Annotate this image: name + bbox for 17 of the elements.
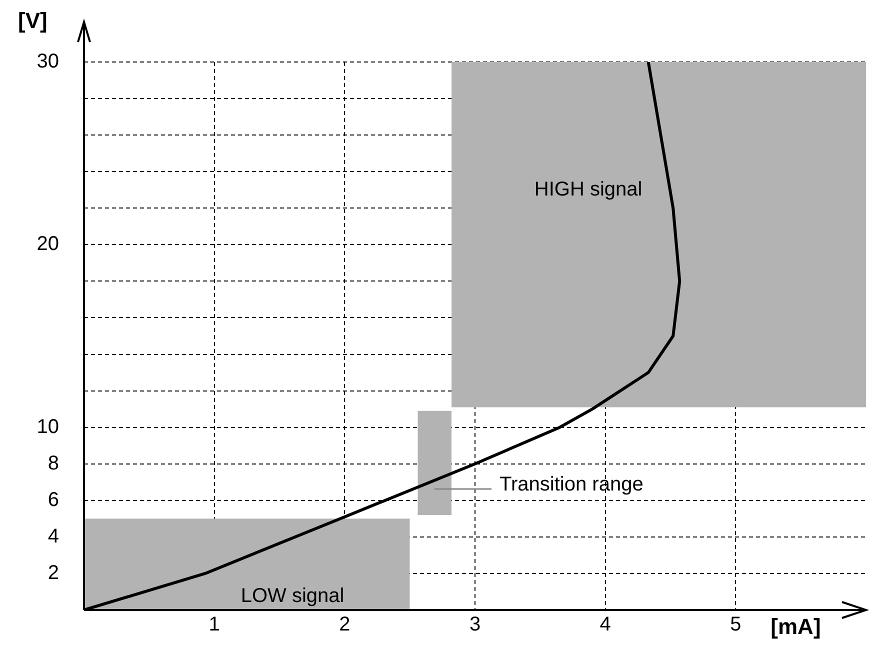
y-tick-label: 6 <box>48 488 59 511</box>
y-tick-label: 4 <box>48 525 59 548</box>
annotation: HIGH signal <box>534 178 642 200</box>
y-tick-label: 30 <box>36 50 59 73</box>
x-tick-label: 4 <box>600 614 611 636</box>
annotation: Transition range <box>500 474 644 496</box>
x-tick-label: 2 <box>339 614 350 636</box>
y-tick-label: 20 <box>36 233 59 256</box>
y-tick-label: 8 <box>48 452 59 474</box>
annotation: LOW signal <box>240 584 344 607</box>
y-axis-title: [V] <box>18 8 48 34</box>
x-tick-label: 1 <box>208 614 220 636</box>
y-tick-label: 10 <box>36 416 59 438</box>
x-axis-title: [mA] <box>770 614 821 640</box>
y-tick-label: 2 <box>48 562 59 584</box>
x-tick-label: 5 <box>730 614 742 636</box>
x-tick-label: 3 <box>469 614 481 636</box>
